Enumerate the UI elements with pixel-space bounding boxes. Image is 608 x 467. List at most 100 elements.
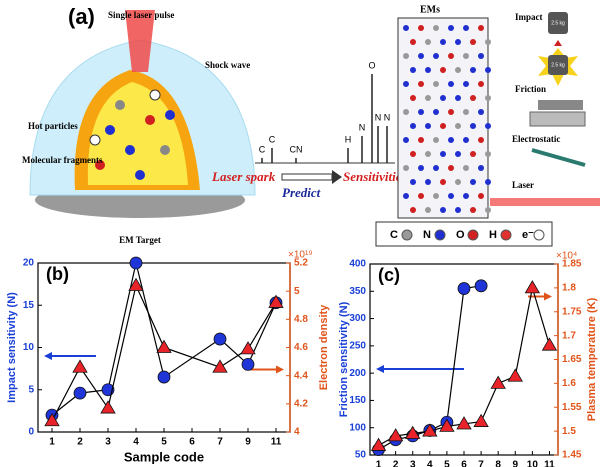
atom: [433, 193, 439, 199]
x-tick-label: 3: [105, 437, 111, 448]
atom: [433, 53, 439, 59]
atom: [463, 81, 469, 87]
y-axis-label: Impact sensitivity (N): [6, 292, 18, 403]
crystal: [403, 25, 491, 213]
annotation: 2.5 kg: [551, 20, 565, 26]
atom: [478, 193, 484, 199]
axis-arrow-head: [376, 365, 384, 374]
peak-label: H: [345, 134, 352, 144]
atom: [440, 67, 446, 73]
y2-tick-label: 5: [294, 286, 300, 297]
peak-label: C: [259, 144, 266, 154]
x-tick-label: 2: [393, 460, 399, 467]
marker: [156, 339, 172, 353]
y-tick-label: 150: [349, 395, 366, 406]
annotation: Laser spark: [211, 169, 276, 184]
y2-tick-label: 1.65: [562, 354, 582, 365]
atom: [455, 67, 461, 73]
atom: [410, 151, 416, 157]
y2-tick-label: 4.4: [294, 370, 308, 381]
atom: [478, 109, 484, 115]
atom: [418, 25, 424, 31]
weight-icon: [548, 12, 568, 34]
peak-label: CN: [290, 144, 303, 154]
annotation: Friction: [515, 84, 546, 94]
panel-label: (a): [68, 4, 95, 29]
atom: [455, 95, 461, 101]
marker: [100, 400, 116, 414]
arrow-box: [281, 173, 333, 181]
atom: [455, 151, 461, 157]
atom: [425, 67, 431, 73]
marker: [128, 277, 144, 291]
x-axis-label: Sample code: [124, 449, 204, 464]
y2-tick-label: 1.7: [562, 330, 576, 341]
weight-icon: [548, 55, 568, 75]
atom: [455, 207, 461, 213]
marker: [157, 370, 171, 384]
atom: [485, 179, 491, 185]
annotation: EM Target: [119, 235, 161, 245]
y-tick-label: 5: [28, 384, 34, 395]
atom: [425, 95, 431, 101]
legend-label: e⁻: [522, 229, 534, 241]
atom: [425, 179, 431, 185]
arrowhead: [332, 170, 342, 184]
atom: [478, 25, 484, 31]
atom: [425, 123, 431, 129]
legend-marker: [434, 229, 446, 241]
laser-beam: [125, 10, 155, 72]
atom: [448, 25, 454, 31]
marker: [456, 416, 472, 430]
y-tick-label: 300: [349, 313, 366, 324]
atom: [485, 207, 491, 213]
atom: [455, 179, 461, 185]
y2-axis-label: Plasma temperature (K): [586, 297, 598, 421]
atom: [478, 53, 484, 59]
y2-tick-label: 4.2: [294, 398, 308, 409]
marker: [268, 294, 284, 308]
peak-label: C: [269, 134, 276, 144]
marker: [457, 282, 471, 295]
legend-marker: [533, 229, 545, 241]
y-tick-label: 250: [349, 340, 366, 351]
atom: [455, 123, 461, 129]
electrostatic-icon: [531, 148, 586, 167]
y2-tick-label: 4.8: [294, 314, 308, 325]
atom: [425, 151, 431, 157]
marker: [474, 279, 488, 293]
atom: [403, 165, 409, 171]
friction-icon: [529, 111, 586, 127]
marker: [73, 386, 87, 400]
atom: [410, 179, 416, 185]
marker: [541, 337, 558, 351]
atom: [463, 165, 469, 171]
atom: [485, 67, 491, 73]
atom: [448, 137, 454, 143]
laser-beam: [490, 198, 600, 206]
x-tick-label: 1: [376, 460, 382, 467]
atom: [425, 39, 431, 45]
annotation: Molecular fragments: [22, 155, 103, 165]
atom: [448, 81, 454, 87]
atom: [440, 151, 446, 157]
y-axis-label: Friction sensitivity (N): [338, 301, 350, 417]
annotation: Impact: [515, 12, 543, 22]
atom: [470, 39, 476, 45]
y-tick-label: 350: [349, 286, 366, 297]
y-tick-label: 20: [23, 258, 35, 269]
atom: [448, 109, 454, 115]
legend-label: H: [489, 229, 497, 241]
marker: [405, 425, 421, 439]
marker: [72, 359, 88, 373]
atom: [463, 137, 469, 143]
panel-label: (c): [378, 265, 400, 285]
atom: [470, 207, 476, 213]
atom: [478, 137, 484, 143]
y2-multiplier: ×10¹⁹: [288, 250, 313, 261]
atom: [448, 165, 454, 171]
x-tick-label: 2: [77, 437, 83, 448]
y-tick-label: 400: [349, 259, 366, 270]
